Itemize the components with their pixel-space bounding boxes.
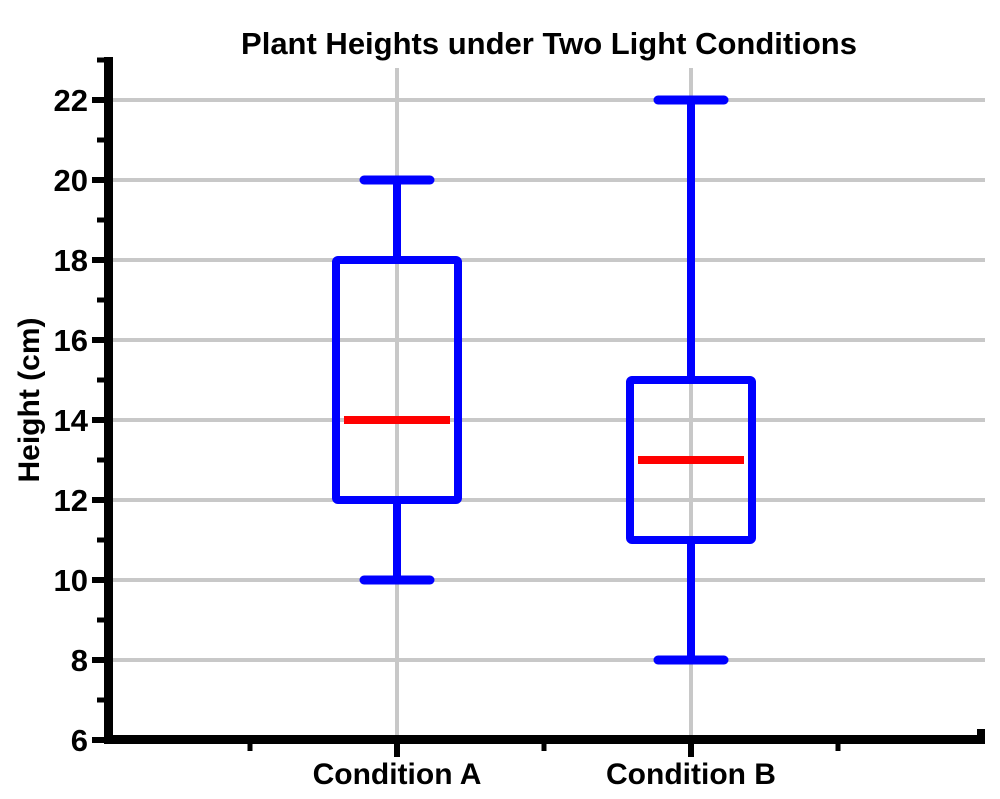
y-major-tick-20 bbox=[92, 177, 104, 183]
y-tick-label-22: 22 bbox=[54, 83, 88, 118]
y-tick-label-8: 8 bbox=[71, 643, 88, 678]
y-major-tick-22 bbox=[92, 97, 104, 103]
x-tick-label-2: Condition B bbox=[606, 758, 776, 791]
y-minor-tick-7 bbox=[97, 697, 104, 703]
y-major-tick-18 bbox=[92, 257, 104, 263]
x-axis-spine bbox=[104, 735, 985, 744]
y-tick-label-6: 6 bbox=[71, 723, 88, 758]
y-minor-tick-17 bbox=[97, 297, 104, 303]
y-minor-tick-11 bbox=[97, 537, 104, 543]
x-major-tick-1 bbox=[394, 744, 400, 757]
y-major-tick-8 bbox=[92, 657, 104, 663]
y-minor-tick-9 bbox=[97, 617, 104, 623]
x-major-tick-2 bbox=[688, 744, 694, 757]
y-minor-tick-19 bbox=[97, 217, 104, 223]
y-minor-tick-13 bbox=[97, 457, 104, 463]
x-minor-tick-2.5 bbox=[835, 744, 841, 751]
x-tick-label-1: Condition A bbox=[313, 758, 482, 791]
y-major-tick-10 bbox=[92, 577, 104, 583]
y-tick-label-10: 10 bbox=[54, 563, 88, 598]
y-minor-tick-15 bbox=[97, 377, 104, 383]
y-tick-label-14: 14 bbox=[54, 403, 89, 438]
y-major-tick-16 bbox=[92, 337, 104, 343]
y-major-tick-14 bbox=[92, 417, 104, 423]
y-major-tick-12 bbox=[92, 497, 104, 503]
y-tick-label-16: 16 bbox=[54, 323, 88, 358]
y-axis-label: Height (cm) bbox=[13, 317, 46, 483]
chart-title: Plant Heights under Two Light Conditions bbox=[241, 26, 857, 61]
y-major-tick-6 bbox=[92, 737, 104, 743]
y-axis-spine bbox=[104, 57, 113, 744]
iqr-box-condition-a bbox=[332, 256, 462, 504]
y-minor-tick-23 bbox=[97, 57, 104, 63]
x-minor-tick-0.5 bbox=[247, 744, 253, 751]
y-tick-label-18: 18 bbox=[54, 243, 88, 278]
y-minor-tick-21 bbox=[97, 137, 104, 143]
y-tick-label-12: 12 bbox=[54, 483, 88, 518]
iqr-box-condition-b bbox=[626, 376, 756, 544]
x-axis-end-tick bbox=[977, 729, 985, 735]
y-tick-label-20: 20 bbox=[54, 163, 88, 198]
x-minor-tick-1.5 bbox=[541, 744, 547, 751]
